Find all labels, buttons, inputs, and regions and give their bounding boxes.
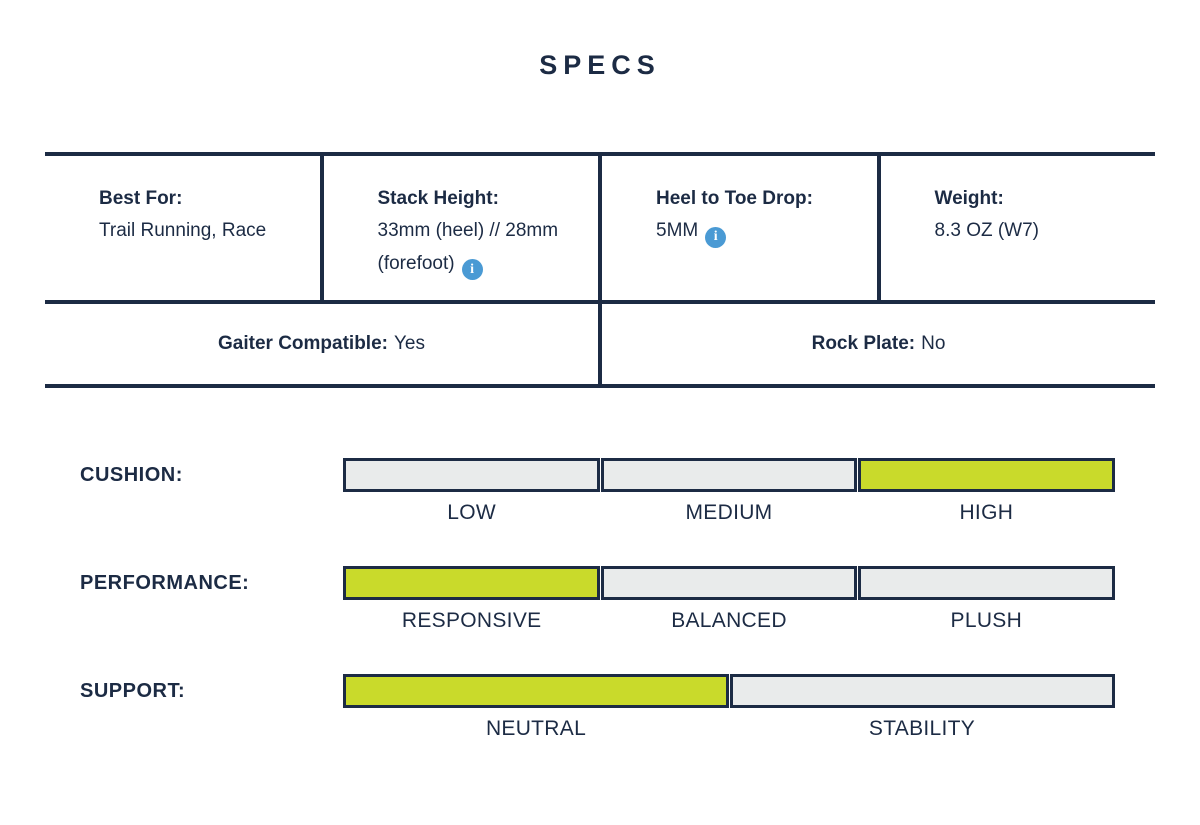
slider-support: SUPPORT: NEUTRAL STABILITY — [80, 674, 1200, 741]
slider-option-label-balanced: BALANCED — [671, 609, 787, 632]
spec-cell-weight: Weight: 8.3 OZ (W7) — [881, 156, 1156, 300]
slider-name-performance: PERFORMANCE: — [80, 572, 250, 594]
slider-performance: PERFORMANCE: RESPONSIVE BALANCED PLUSH — [80, 566, 1200, 633]
segment-low — [343, 458, 600, 492]
slider-cushion: CUSHION: LOW MEDIUM HIGH — [80, 458, 1200, 525]
slider-option-label-high: HIGH — [959, 501, 1014, 524]
segment-stability — [729, 674, 1115, 708]
slider-body-support: NEUTRAL STABILITY — [343, 674, 1115, 741]
spec-cell-heel-to-toe-drop: Heel to Toe Drop: 5MM i — [602, 156, 881, 300]
slider-labels-support: NEUTRAL STABILITY — [343, 717, 1115, 741]
slider-option-label-stability: STABILITY — [868, 717, 976, 740]
slider-body-cushion: LOW MEDIUM HIGH — [343, 458, 1116, 525]
slider-body-performance: RESPONSIVE BALANCED PLUSH — [343, 566, 1116, 633]
info-icon[interactable]: i — [461, 259, 483, 281]
slider-name-cushion: CUSHION: — [80, 464, 183, 486]
segment-high-selected — [858, 458, 1116, 492]
spec-label-rock-plate: Rock Plate: — [811, 333, 916, 354]
slider-option-label-responsive: RESPONSIVE — [401, 609, 542, 632]
info-icon[interactable]: i — [705, 226, 727, 248]
spec-value-text-best-for: Trail Running, Race — [99, 220, 267, 242]
spec-value-text-stack-height: 33mm (heel) // 28mm (forefoot) — [377, 220, 559, 274]
slider-labels-cushion: LOW MEDIUM HIGH — [343, 501, 1115, 525]
spec-value-best-for: Trail Running, Race — [99, 215, 296, 247]
spec-label-stack-height: Stack Height: — [377, 188, 499, 209]
spec-cell-stack-height: Stack Height: 33mm (heel) // 28mm (forefo… — [324, 156, 602, 300]
slider-track-performance — [343, 566, 1116, 600]
specs-table-row-2: Gaiter Compatible: Yes Rock Plate: No — [45, 304, 1155, 384]
specs-table: Best For: Trail Running, Race Stack Height… — [45, 152, 1155, 388]
slider-option-label-plush: PLUSH — [950, 609, 1023, 632]
spec-cell-rock-plate: Rock Plate: No — [602, 304, 1155, 384]
spec-value-text-weight: 8.3 OZ (W7) — [934, 220, 1040, 242]
segment-medium — [600, 458, 858, 492]
spec-cell-gaiter-compatible: Gaiter Compatible: Yes — [45, 304, 602, 384]
specs-table-row-1: Best For: Trail Running, Race Stack Height… — [45, 156, 1155, 304]
spec-value-weight: 8.3 OZ (W7) — [935, 215, 1132, 247]
slider-track-support — [343, 674, 1115, 708]
spec-meters: CUSHION: LOW MEDIUM HIGH PERFORMANCE: RESPONS… — [0, 458, 1200, 741]
segment-balanced — [600, 566, 858, 600]
slider-name-support: SUPPORT: — [80, 680, 186, 702]
segment-neutral-selected — [343, 674, 729, 708]
slider-track-cushion — [343, 458, 1116, 492]
spec-label-best-for: Best For: — [99, 188, 183, 209]
spec-label-gaiter-compatible: Gaiter Compatible: — [218, 333, 388, 354]
spec-label-heel-to-toe-drop: Heel to Toe Drop: — [656, 188, 813, 209]
section-title: SPECS — [539, 50, 661, 80]
slider-labels-performance: RESPONSIVE BALANCED PLUSH — [343, 609, 1115, 633]
slider-option-label-low: LOW — [447, 501, 497, 524]
segment-plush — [858, 566, 1116, 600]
spec-value-rock-plate: No — [921, 333, 946, 354]
spec-cell-best-for: Best For: Trail Running, Race — [45, 156, 324, 300]
spec-value-stack-height: 33mm (heel) // 28mm (forefoot) i — [377, 215, 575, 281]
spec-value-text-heel-to-toe-drop: 5MM — [656, 220, 699, 242]
spec-label-weight: Weight: — [934, 188, 1004, 209]
slider-option-label-neutral: NEUTRAL — [485, 717, 587, 740]
slider-option-label-medium: MEDIUM — [685, 501, 773, 524]
spec-value-heel-to-toe-drop: 5MM i — [656, 215, 853, 248]
segment-responsive-selected — [343, 566, 600, 600]
spec-value-gaiter-compatible: Yes — [393, 333, 425, 354]
